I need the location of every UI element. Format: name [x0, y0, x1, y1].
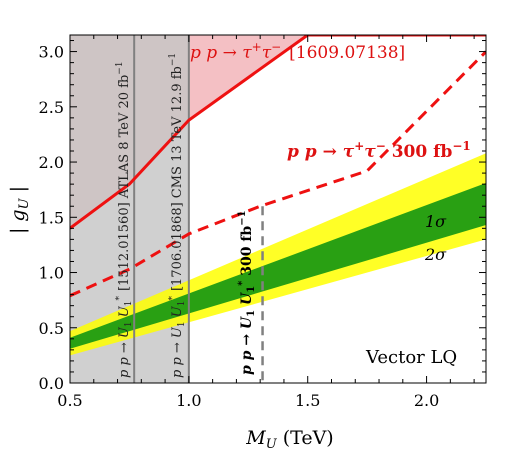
atlas-sub2: 1 — [124, 301, 134, 307]
y-axis: 0.0 0.5 1.0 1.5 2.0 2.5 3.0 — [39, 40, 486, 393]
tau-current-limit-line — [70, 35, 486, 230]
tau-future-lumi: 300 fb — [386, 142, 453, 162]
x-tick-label: 1.5 — [295, 391, 320, 410]
x-tick-label: 2.0 — [414, 391, 439, 410]
future-lq-u2: U — [239, 292, 255, 310]
cms-sub: 1 — [177, 321, 187, 327]
y-tick-label: 0.5 — [39, 319, 64, 338]
future-lq-label: p p → U1 U1* 300 fb−1 — [237, 210, 257, 375]
future-lq-process: p p → U — [239, 316, 255, 375]
x-tick-label: 0.5 — [57, 391, 82, 410]
tau-future-limit-line — [70, 50, 486, 298]
tau-future-lumi-sup: −1 — [452, 139, 470, 153]
tau-current-ref: [1609.07138] — [289, 43, 405, 63]
tau-future-tau: τ — [343, 142, 355, 162]
atlas-process: p p → U — [117, 326, 132, 378]
x-axis-title-sub: U — [266, 437, 278, 452]
atlas-star: * — [115, 296, 125, 301]
tau-future-sup: + — [354, 139, 364, 153]
two-sigma-label: 2σ — [424, 245, 447, 264]
cms-u2: U — [170, 305, 185, 321]
tau-future-pp: p p → — [287, 142, 337, 162]
tau-future-label: p p → τ+τ− 300 fb−1 — [287, 139, 471, 162]
cms-process: p p → U — [170, 326, 185, 378]
future-lq-sub2: 1 — [246, 286, 257, 293]
atlas-u2: U — [117, 305, 132, 321]
x-tick-label: 1.0 — [176, 391, 201, 410]
x-axis-title-unit-text: (TeV) — [283, 427, 334, 449]
plot-area — [70, 35, 486, 383]
atlas-info: [1512.01560] ATLAS 8 TeV 20 fb — [117, 75, 132, 291]
future-lq-sub: 1 — [246, 310, 257, 317]
cms-info-sup: −1 — [168, 53, 178, 66]
x-axis-title-main: M — [245, 427, 266, 449]
y-tick-label: 1.0 — [39, 264, 64, 283]
y-tick-label: 2.5 — [39, 98, 64, 117]
y-tick-label: 0.0 — [39, 374, 64, 393]
cms-label: p p → U1 U1*[1706.01868] CMS 13 TeV 12.9… — [168, 53, 187, 378]
future-lq-lumi: 300 fb — [239, 226, 255, 281]
atlas-sub: 1 — [124, 321, 134, 327]
tau-current-sup2: − — [271, 40, 281, 54]
tau-future-tau2: τ — [364, 142, 376, 162]
tau-current-tau2: τ — [262, 43, 272, 63]
y-axis-title: | gU | — [7, 186, 32, 234]
cms-sub2: 1 — [177, 301, 187, 307]
y-tick-label: 2.0 — [39, 153, 64, 172]
y-tick-label: 1.5 — [39, 208, 64, 227]
plot-frame — [69, 34, 487, 384]
tau-future-sup2: − — [376, 139, 386, 153]
x-axis: 0.5 1.0 1.5 2.0 — [57, 35, 475, 410]
one-sigma-label: 1σ — [425, 212, 447, 231]
y-axis-title-main: | g — [7, 209, 29, 234]
y-axis-title-end: | — [7, 186, 29, 198]
x-axis-title: MU (TeV) — [245, 427, 333, 452]
tau-current-pp: p p → — [190, 43, 237, 63]
future-lq-lumi-sup: −1 — [237, 210, 248, 225]
tau-current-sup: + — [252, 40, 262, 54]
model-label: Vector LQ — [365, 347, 457, 368]
band-1sigma — [70, 183, 486, 349]
y-axis-title-sub: U — [17, 197, 32, 209]
future-lq-star: * — [237, 280, 248, 286]
tau-current-tau: τ — [242, 43, 252, 63]
atlas-label: p p → U1 U1*[1512.01560] ATLAS 8 TeV 20 … — [115, 61, 134, 378]
atlas-info-sup: −1 — [115, 61, 125, 74]
tau-current-label: p p → τ+τ− [1609.07138] — [190, 40, 405, 63]
y-tick-label: 3.0 — [39, 43, 64, 62]
cms-info: [1706.01868] CMS 13 TeV 12.9 fb — [170, 66, 185, 291]
cms-star: * — [168, 296, 178, 301]
